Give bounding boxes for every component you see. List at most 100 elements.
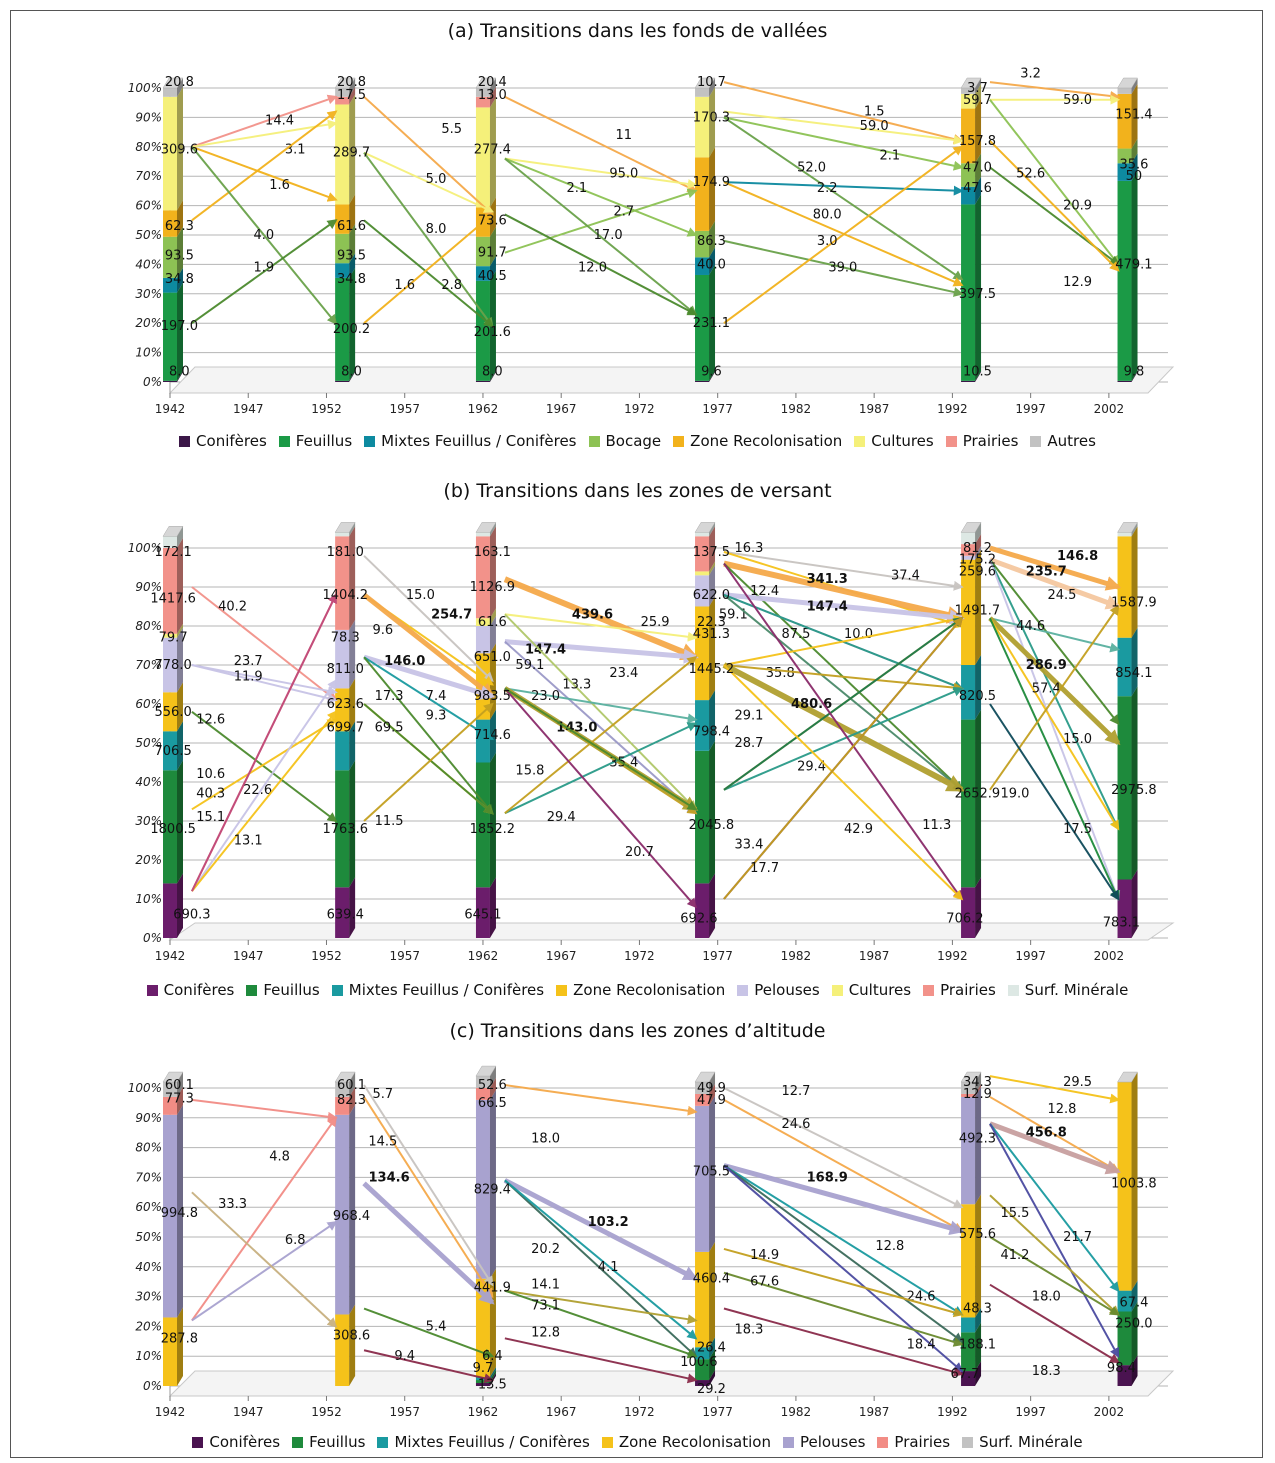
bar-value-label: 968.4 — [333, 1209, 370, 1224]
y-tick-label: 100% — [128, 541, 162, 555]
transition-arrow — [989, 617, 1120, 831]
bar-segment-side — [975, 549, 982, 665]
bar-top — [694, 77, 716, 89]
y-tick-label: 70% — [135, 658, 162, 672]
transition-label: 2.7 — [613, 204, 634, 219]
legend-label: Feuillus — [309, 1433, 366, 1451]
bar-value-label: 783.1 — [1103, 915, 1140, 930]
bar-segment-side — [177, 623, 183, 638]
bar-segment-side — [177, 282, 183, 381]
y-tick-label: 20% — [135, 853, 162, 867]
transition-label: 2.1 — [567, 181, 588, 196]
bar-segment-side — [709, 596, 716, 701]
legend-item: Feuillus — [292, 1433, 365, 1451]
bar-segment-side — [975, 153, 982, 187]
bar-segment-side — [177, 1086, 183, 1115]
transition-label: 103.2 — [588, 1215, 629, 1230]
bar-segment — [163, 292, 177, 381]
legend-label: Prairies — [962, 432, 1019, 450]
bar-value-label: 82.3 — [337, 1093, 366, 1108]
legend-item: Zone Recolonisation — [556, 981, 725, 999]
transition-label: 5.5 — [441, 122, 462, 137]
transition-arrow — [504, 1289, 698, 1325]
transition-label: 147.4 — [807, 600, 848, 615]
y-tick-label: 40% — [135, 257, 162, 271]
transition-label: 14.5 — [368, 1135, 397, 1150]
transition-label: 18.3 — [1032, 1364, 1061, 1379]
bar-top — [162, 77, 184, 89]
transition-label: 87.5 — [781, 627, 810, 642]
bar-value-label: 714.6 — [474, 728, 511, 743]
bar-value-label: 854.1 — [1115, 666, 1152, 681]
bar-segment — [961, 544, 976, 556]
bar-segment-side — [1131, 1072, 1138, 1291]
transition-label: 4.8 — [269, 1150, 290, 1165]
x-tick-label: 2002 — [1094, 949, 1125, 963]
transition-arrow — [723, 664, 964, 693]
bar-segment — [961, 204, 976, 381]
bar-value-label: 699.7 — [327, 720, 364, 735]
bar-segment-side — [349, 1104, 356, 1315]
transition-arrow — [504, 188, 698, 254]
bar-value-label: 20.8 — [337, 75, 366, 90]
bar-segment-side — [349, 267, 356, 381]
bar-segment-side — [177, 86, 183, 211]
bar-segment-side — [177, 538, 183, 634]
transition-label: 14.1 — [531, 1278, 560, 1293]
y-tick-label: 70% — [135, 169, 162, 183]
transition-arrow — [723, 110, 964, 145]
bar-segment-side — [975, 709, 982, 888]
transition-label: 11.5 — [375, 814, 404, 829]
bar-segment-side — [709, 1370, 716, 1386]
transition-label: 3.2 — [1020, 66, 1041, 81]
transition-label: 5.0 — [426, 172, 447, 187]
bar-value-label: 170.3 — [693, 110, 730, 125]
bar-value-label: 460.4 — [693, 1272, 730, 1287]
transition-arrow — [989, 617, 1121, 653]
bar-segment-side — [177, 1307, 183, 1386]
legend-item: Bocage — [588, 432, 661, 450]
bar-segment-side — [1131, 83, 1138, 149]
bar-segment-side — [709, 147, 716, 231]
transition-arrow — [504, 95, 698, 192]
bar-segment — [1117, 637, 1132, 697]
transition-label: 24.6 — [781, 1117, 810, 1132]
bar-segment-side — [177, 627, 183, 693]
bar-segment — [335, 204, 350, 234]
panel-b-title: (b) Transitions dans les zones de versan… — [443, 480, 832, 502]
bar-value-label: 623.6 — [327, 697, 364, 712]
bar-value-label: 47.6 — [963, 181, 992, 196]
bar-value-label: 47.9 — [697, 1093, 726, 1108]
transition-arrow — [989, 559, 1121, 901]
bar-segment-side — [177, 200, 183, 237]
bar-segment — [1117, 696, 1132, 880]
transition-label: 14.4 — [265, 113, 294, 128]
bar-value-label: 8.0 — [169, 364, 190, 379]
bar-top — [334, 1071, 356, 1083]
legend-item: Mixtes Feuillus / Conifères — [364, 432, 577, 450]
transition-arrow — [191, 146, 338, 325]
transition-label: 20.9 — [1063, 199, 1092, 214]
bar-segment-side — [975, 1086, 982, 1205]
transition-arrow — [504, 722, 698, 815]
transition-arrow — [723, 1164, 964, 1373]
bar-segment-side — [975, 1194, 982, 1318]
transition-arrow — [723, 616, 964, 900]
transition-arrow — [362, 592, 495, 699]
bar-value-label: 34.8 — [337, 272, 366, 287]
bar-top — [475, 522, 497, 533]
transition-arrow — [723, 560, 966, 624]
transition-arrow — [191, 710, 338, 892]
bar-segment-side — [709, 690, 716, 751]
bar-segment-side — [709, 370, 716, 382]
x-tick-label: 1987 — [859, 402, 890, 416]
floor — [168, 366, 1175, 394]
transition-label: 73.1 — [531, 1299, 560, 1314]
bar-segment — [475, 280, 490, 381]
transition-arrow — [363, 656, 495, 741]
panel-a-legend: Conifères Feuillus Mixtes Feuillus / Conif… — [10, 432, 1265, 450]
bar-segment — [475, 1380, 490, 1384]
bar-segment — [1117, 1311, 1132, 1366]
bar-segment — [163, 277, 177, 293]
x-tick-label: 1987 — [859, 949, 890, 963]
